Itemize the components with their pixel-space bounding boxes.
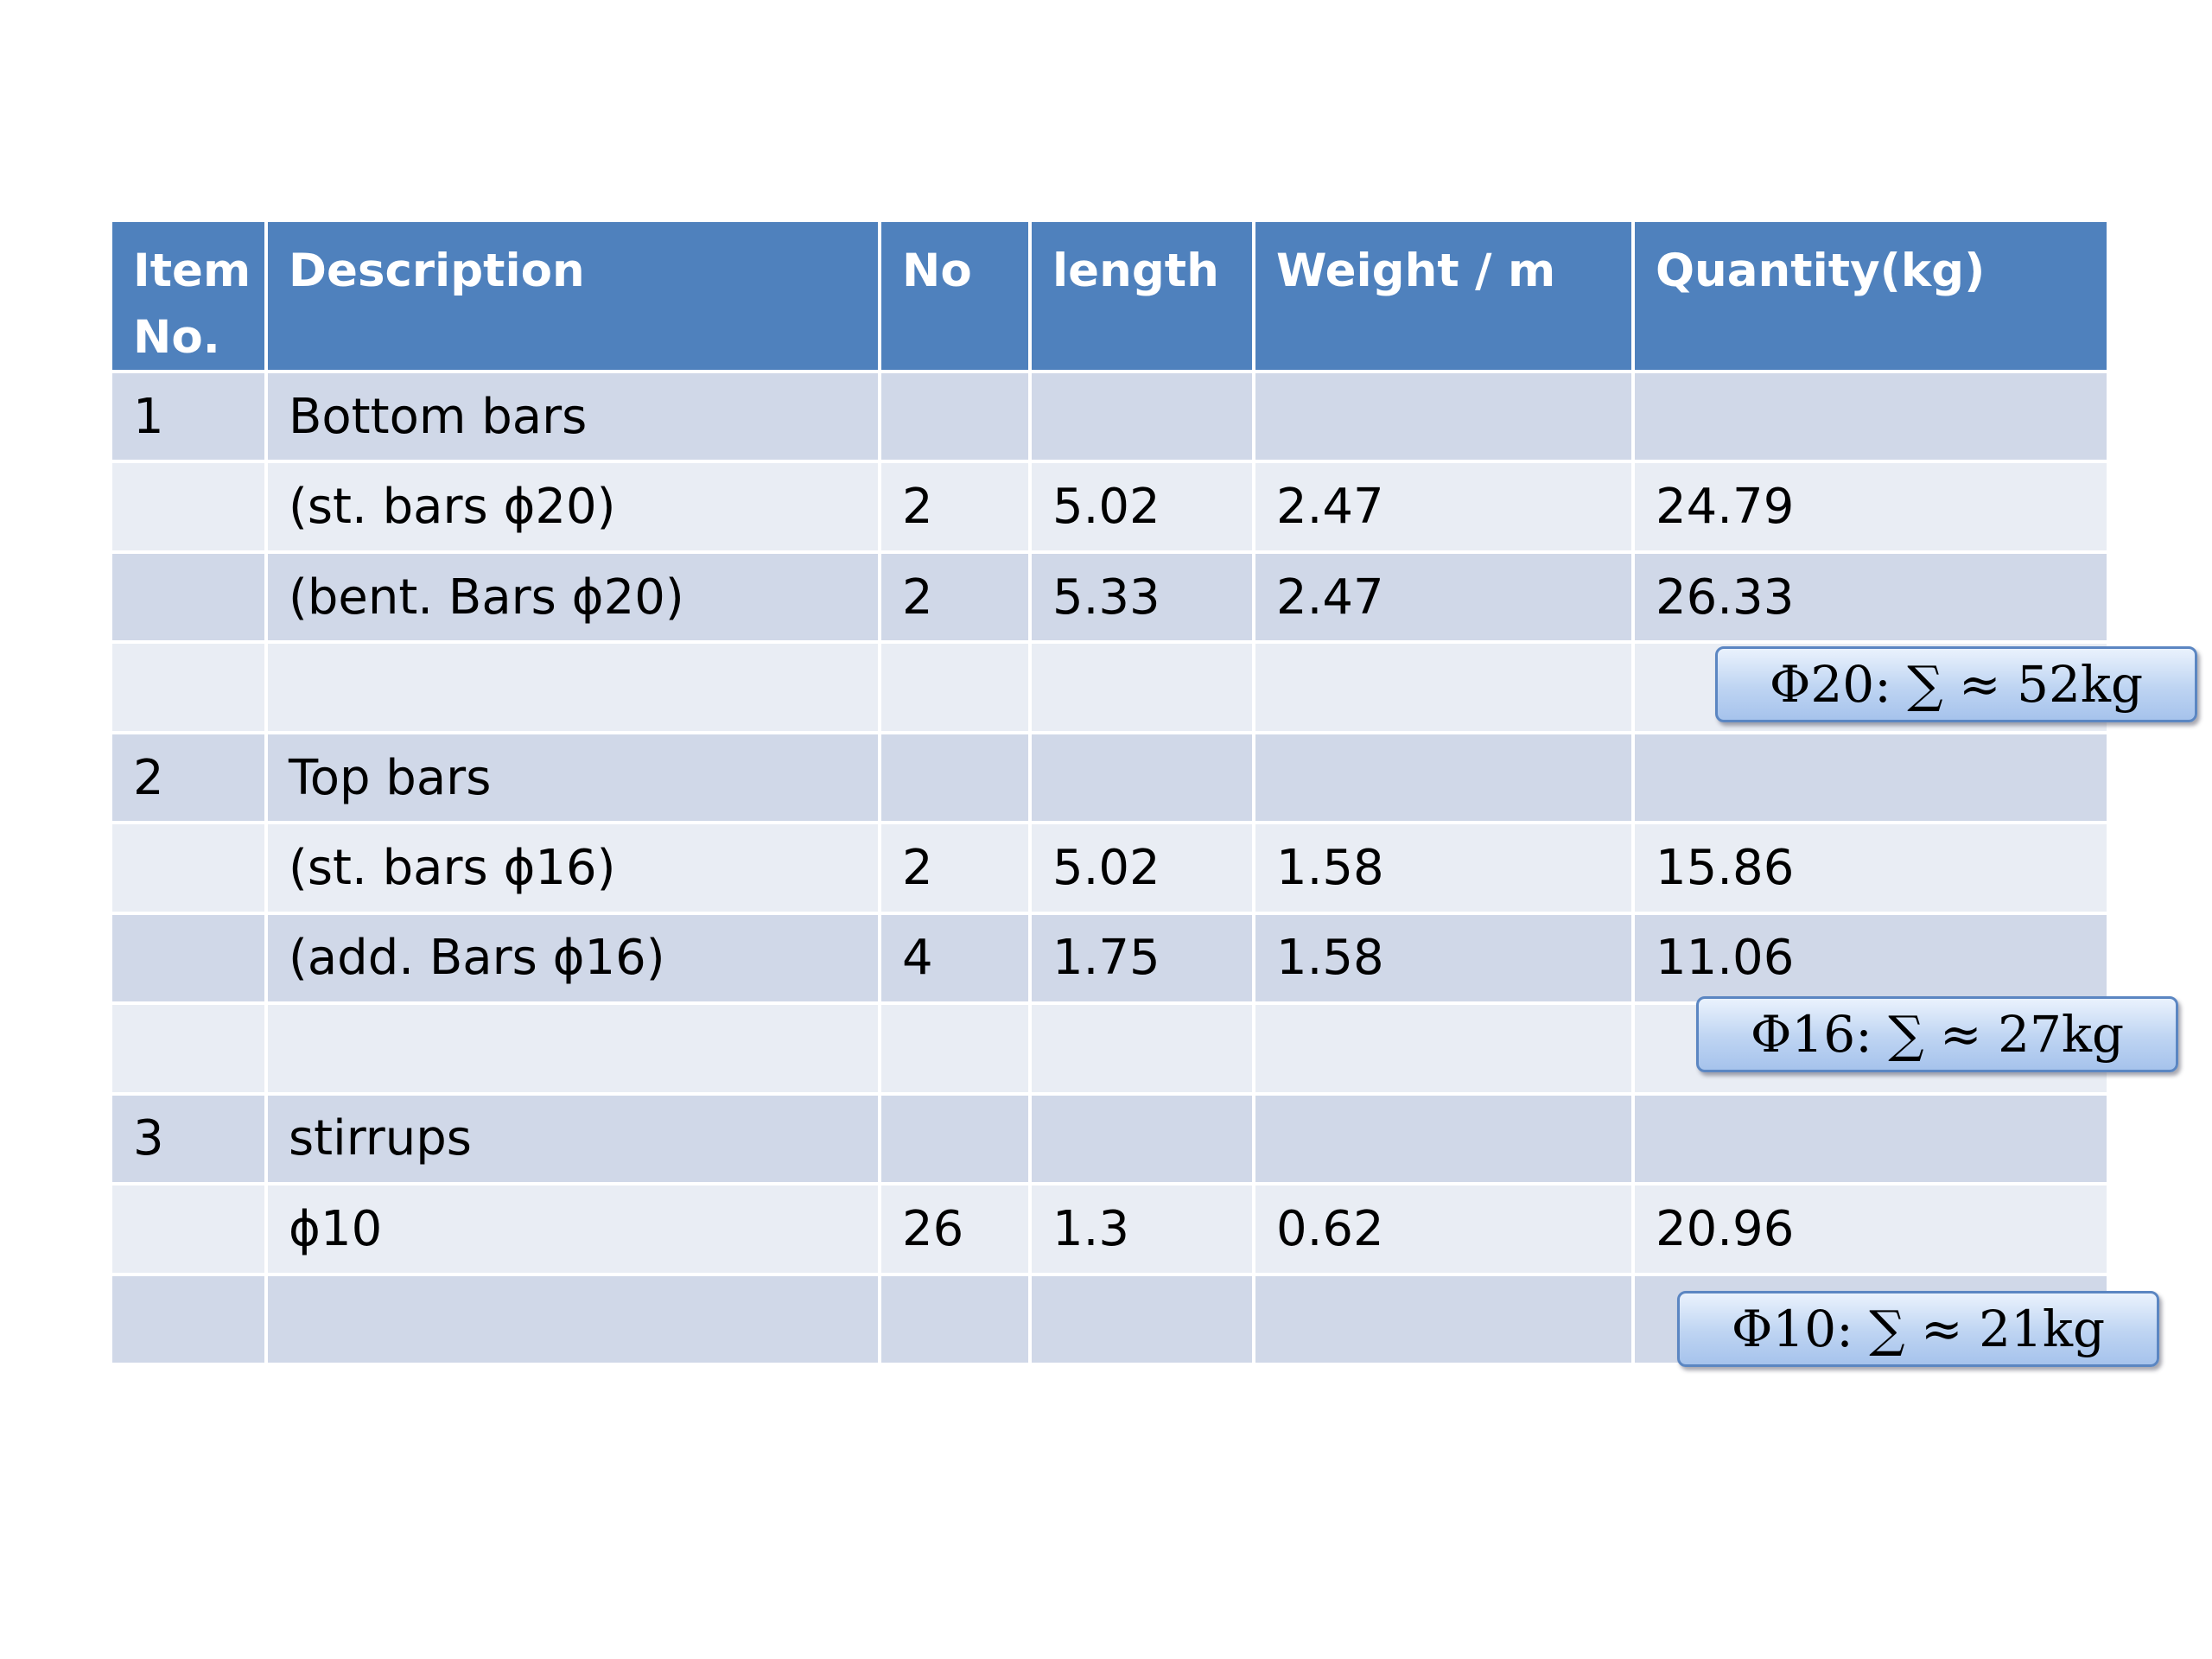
cell-description: (st. bars ϕ16) (268, 824, 878, 912)
cell-no (881, 1095, 1028, 1183)
cell-quantity: 20.96 (1635, 1185, 2107, 1273)
cell-length (1032, 373, 1252, 461)
cell-no (881, 1275, 1028, 1363)
cell-item-no: 1 (112, 373, 264, 461)
phi16-total-badge: Φ16: ∑ ≈ 27kg (1696, 996, 2178, 1072)
cell-length (1032, 1005, 1252, 1092)
cell-weight-per-m: 2.47 (1255, 463, 1631, 550)
cell-quantity: 15.86 (1635, 824, 2107, 912)
cell-weight-per-m (1255, 1095, 1631, 1183)
cell-description (268, 644, 878, 731)
cell-description: stirrups (268, 1095, 878, 1183)
header-quantity: Quantity(kg) (1635, 222, 2107, 370)
cell-no: 2 (881, 824, 1028, 912)
cell-item-no (112, 1275, 264, 1363)
cell-length (1032, 734, 1252, 822)
phi20-total-badge: Φ20: ∑ ≈ 52kg (1715, 646, 2197, 722)
cell-description (268, 1005, 878, 1092)
cell-item-no (112, 644, 264, 731)
cell-item-no (112, 553, 264, 641)
cell-no: 4 (881, 914, 1028, 1002)
cell-weight-per-m (1255, 734, 1631, 822)
cell-item-no: 3 (112, 1095, 264, 1183)
cell-quantity (1635, 1095, 2107, 1183)
cell-description: Top bars (268, 734, 878, 822)
cell-description: (add. Bars ϕ16) (268, 914, 878, 1002)
cell-no: 2 (881, 463, 1028, 550)
cell-no (881, 1005, 1028, 1092)
cell-weight-per-m: 1.58 (1255, 914, 1631, 1002)
phi10-total-badge: Φ10: ∑ ≈ 21kg (1677, 1291, 2159, 1367)
cell-description (268, 1275, 878, 1363)
cell-item-no: 2 (112, 734, 264, 822)
cell-item-no (112, 463, 264, 550)
header-length: length (1032, 222, 1252, 370)
cell-description: (bent. Bars ϕ20) (268, 553, 878, 641)
cell-item-no (112, 824, 264, 912)
cell-no (881, 644, 1028, 731)
cell-length: 5.33 (1032, 553, 1252, 641)
header-description: Description (268, 222, 878, 370)
header-weight-per-m: Weight / m (1255, 222, 1631, 370)
cell-quantity (1635, 734, 2107, 822)
cell-description: ϕ10 (268, 1185, 878, 1273)
cell-weight-per-m (1255, 644, 1631, 731)
cell-weight-per-m (1255, 373, 1631, 461)
cell-length: 5.02 (1032, 824, 1252, 912)
cell-length: 1.75 (1032, 914, 1252, 1002)
cell-length (1032, 1275, 1252, 1363)
cell-weight-per-m: 1.58 (1255, 824, 1631, 912)
cell-weight-per-m (1255, 1005, 1631, 1092)
cell-quantity (1635, 373, 2107, 461)
cell-no (881, 734, 1028, 822)
cell-description: (st. bars ϕ20) (268, 463, 878, 550)
cell-quantity: 26.33 (1635, 553, 2107, 641)
cell-no: 2 (881, 553, 1028, 641)
header-no: No (881, 222, 1028, 370)
cell-quantity: 24.79 (1635, 463, 2107, 550)
cell-weight-per-m: 2.47 (1255, 553, 1631, 641)
cell-quantity: 11.06 (1635, 914, 2107, 1002)
cell-item-no (112, 1005, 264, 1092)
cell-no (881, 373, 1028, 461)
header-item-no: Item No. (112, 222, 264, 370)
reinforcement-schedule-table: Item No. Description No length Weight / … (112, 222, 2107, 1363)
cell-no: 26 (881, 1185, 1028, 1273)
cell-length (1032, 1095, 1252, 1183)
cell-length: 5.02 (1032, 463, 1252, 550)
cell-length: 1.3 (1032, 1185, 1252, 1273)
cell-length (1032, 644, 1252, 731)
cell-item-no (112, 1185, 264, 1273)
cell-item-no (112, 914, 264, 1002)
cell-weight-per-m (1255, 1275, 1631, 1363)
cell-weight-per-m: 0.62 (1255, 1185, 1631, 1273)
cell-description: Bottom bars (268, 373, 878, 461)
